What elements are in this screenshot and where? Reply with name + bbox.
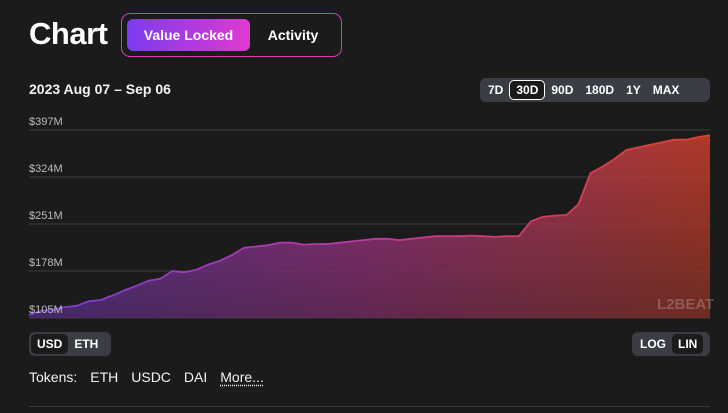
scale-toggle: LOG LIN [632, 332, 710, 356]
currency-eth-button[interactable]: ETH [74, 337, 99, 351]
area-fade [29, 135, 710, 318]
tab-activity[interactable]: Activity [267, 27, 319, 43]
token-usdc-link[interactable]: USDC [131, 369, 171, 385]
range-180d-button[interactable]: 180D [585, 83, 615, 97]
token-dai-link[interactable]: DAI [183, 369, 208, 385]
range-90d-button[interactable]: 90D [551, 83, 574, 97]
range-7d-button[interactable]: 7D [488, 83, 504, 97]
y-tick-label: $178M [29, 257, 63, 269]
y-axis-labels: $397M $324M $251M $178M $105M [29, 116, 63, 316]
y-tick-label: $251M [29, 210, 63, 222]
scale-log-button[interactable]: LOG [640, 337, 666, 351]
y-tick-label: $324M [29, 163, 63, 175]
tvl-area-chart[interactable]: $397M $324M $251M $178M $105M L2BEAT [0, 110, 728, 325]
tvl-line [28, 134, 711, 316]
date-range-label: 2023 Aug 07 – Sep 06 [29, 81, 171, 97]
range-30d-button[interactable]: 30D [509, 80, 546, 100]
page-title: Chart [29, 16, 108, 51]
currency-toggle: USD ETH [29, 332, 111, 356]
range-1y-button[interactable]: 1Y [626, 83, 641, 97]
bottom-divider [29, 406, 710, 407]
time-range-selector: 7D 30D 90D 180D 1Y MAX [480, 78, 710, 102]
tokens-label: Tokens: [29, 369, 78, 385]
currency-usd-button[interactable]: USD [31, 334, 69, 354]
tokens-more-link[interactable]: More... [220, 369, 264, 385]
tab-value-locked[interactable]: Value Locked [127, 19, 250, 51]
y-tick-label: $397M [29, 116, 63, 128]
range-max-button[interactable]: MAX [652, 83, 680, 97]
view-tabs: Value Locked Activity [121, 13, 342, 57]
token-eth-link[interactable]: ETH [90, 369, 119, 385]
watermark-logo: L2BEAT [657, 296, 714, 313]
y-tick-label: $105M [29, 304, 63, 316]
tokens-row: Tokens: ETH USDC DAI More... [29, 369, 264, 385]
scale-lin-button[interactable]: LIN [672, 334, 704, 354]
